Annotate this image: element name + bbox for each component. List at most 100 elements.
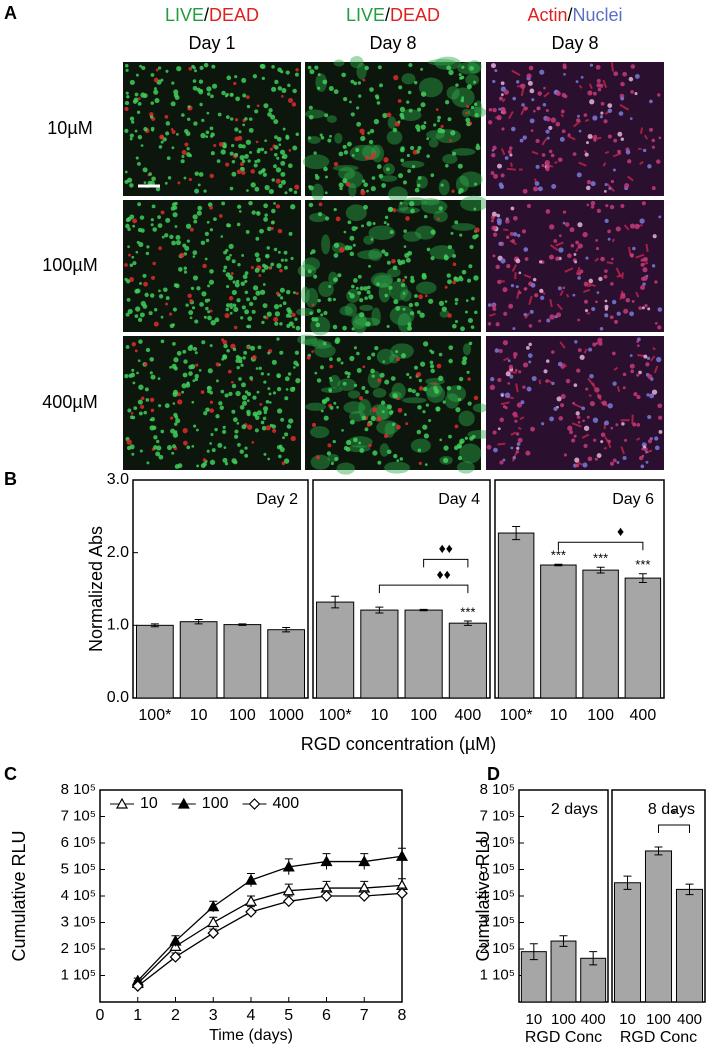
cell-dot xyxy=(251,355,257,360)
cell-dot xyxy=(263,380,267,384)
cell-dot xyxy=(376,282,380,287)
cell-dot xyxy=(518,271,522,275)
cell-dot xyxy=(218,401,223,406)
cell-dot xyxy=(459,438,465,444)
cell-dot xyxy=(610,179,615,184)
cell-dot xyxy=(558,234,562,238)
cell-dot xyxy=(274,135,278,140)
actin-fiber xyxy=(562,362,568,368)
cell-dot xyxy=(526,386,532,392)
cell-dot xyxy=(316,378,322,383)
cell-dot xyxy=(207,310,211,314)
cell-dot xyxy=(473,207,477,211)
cell-dot xyxy=(641,306,645,310)
cell-dot xyxy=(198,79,204,84)
cell-dot xyxy=(625,149,631,155)
cell-dot xyxy=(273,304,280,310)
cell-dot xyxy=(398,85,403,90)
actin-fiber xyxy=(510,162,513,168)
cell-dot xyxy=(474,227,480,233)
cell-dot xyxy=(275,291,280,295)
cell-dot xyxy=(512,215,518,221)
cell-dot xyxy=(345,447,351,452)
cell-dot xyxy=(241,170,246,175)
cell-dot xyxy=(329,134,332,138)
cell-dot xyxy=(249,151,253,154)
cell-dot xyxy=(284,432,289,437)
cell-dot xyxy=(254,428,259,433)
cell-dot xyxy=(290,204,296,210)
cell-dot xyxy=(448,69,454,76)
cell-dot xyxy=(237,443,241,447)
cell-dot xyxy=(417,107,422,112)
cell-dot xyxy=(447,244,453,250)
cell-dot xyxy=(391,422,396,427)
cell-dot xyxy=(356,351,360,356)
cell-dot xyxy=(355,149,359,153)
cell-dot xyxy=(594,457,598,461)
cell-dot xyxy=(160,315,164,319)
cell-dot xyxy=(426,154,430,158)
cell-dot xyxy=(229,253,232,257)
cell-dot xyxy=(204,257,208,261)
cell-dot xyxy=(240,281,246,286)
cell-dot xyxy=(613,138,618,143)
cell-dot xyxy=(350,112,355,117)
cell-dot xyxy=(561,129,566,134)
cell-dot xyxy=(343,150,349,155)
cell-dot xyxy=(647,374,653,380)
cell-dot xyxy=(560,403,565,408)
cell-dot xyxy=(257,345,262,350)
cell-dot xyxy=(537,186,543,192)
cell-dot xyxy=(537,91,543,96)
cell-dot xyxy=(445,163,449,168)
cell-dot xyxy=(371,352,376,357)
cell-dot xyxy=(492,306,497,311)
cell-dot xyxy=(157,215,161,220)
actin-fiber xyxy=(541,137,548,146)
cell-dot xyxy=(356,368,362,373)
cell-cluster xyxy=(329,374,341,389)
cell-dot xyxy=(149,293,155,298)
cell-dot xyxy=(306,355,311,360)
cell-dot xyxy=(595,64,601,70)
cell-cluster xyxy=(410,438,431,453)
cell-dot xyxy=(183,266,188,270)
cell-dot xyxy=(386,167,390,172)
actin-fiber xyxy=(635,253,645,259)
x-tick-label: 100* xyxy=(500,707,533,724)
cell-dot xyxy=(581,406,586,411)
cell-dot xyxy=(191,64,195,69)
cell-cluster xyxy=(312,340,332,349)
cell-dot xyxy=(194,171,199,176)
cell-dot xyxy=(367,131,371,135)
cell-dot xyxy=(611,257,614,261)
actin-fiber xyxy=(586,282,596,288)
cell-dot xyxy=(192,250,198,256)
cell-dot xyxy=(454,220,459,225)
cell-dot xyxy=(201,291,207,297)
cell-dot xyxy=(231,383,237,389)
cell-dot xyxy=(413,80,418,85)
marker xyxy=(395,850,409,861)
cell-dot xyxy=(335,216,341,222)
cell-dot xyxy=(200,132,206,139)
cell-dot xyxy=(582,462,588,468)
cell-dot xyxy=(172,342,176,346)
cell-dot xyxy=(232,347,237,352)
cell-dot xyxy=(293,291,296,295)
cell-dot xyxy=(198,172,204,177)
legend-entry: 100 xyxy=(171,795,229,812)
cell-dot xyxy=(396,278,401,283)
cell-dot xyxy=(498,348,503,354)
actin-fiber xyxy=(555,241,564,247)
cell-dot xyxy=(192,79,197,83)
cell-dot xyxy=(465,111,468,115)
actin-fiber xyxy=(649,355,656,362)
actin-fiber xyxy=(575,266,581,276)
cell-dot xyxy=(128,253,131,257)
cell-dot xyxy=(275,167,282,173)
cell-dot xyxy=(236,422,240,425)
cell-dot xyxy=(288,231,293,236)
cell-cluster xyxy=(378,282,391,303)
